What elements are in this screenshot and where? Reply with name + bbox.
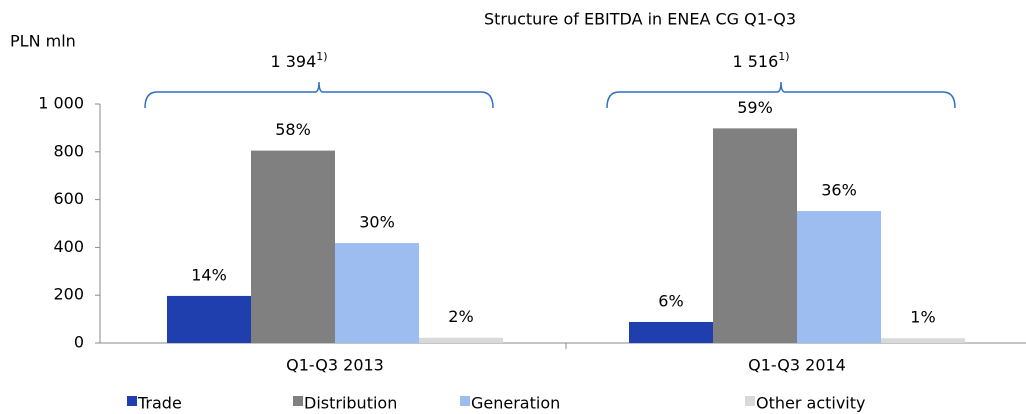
y-tick-label: 800 (53, 141, 84, 160)
total-value: 1 394 (270, 52, 316, 71)
chart-title: Structure of EBITDA in ENEA CG Q1-Q3 (484, 10, 796, 29)
share-label: 14% (191, 265, 227, 284)
bar (335, 243, 419, 343)
legend-label: Generation (471, 394, 560, 413)
y-tick-label: 0 (74, 333, 84, 352)
legend-label: Distribution (304, 394, 397, 413)
y-tick-label: 200 (53, 285, 84, 304)
y-tick-label: 400 (53, 237, 84, 256)
bar (713, 128, 797, 343)
bar (419, 337, 503, 343)
bar (629, 321, 713, 343)
legend-label: Trade (137, 394, 182, 413)
total-label: 1 3941) (270, 50, 327, 71)
share-label: 36% (821, 181, 857, 200)
x-tick-label: Q1-Q3 2013 (286, 356, 384, 375)
bar (167, 295, 251, 343)
legend-swatch (293, 396, 303, 406)
share-label: 2% (448, 307, 473, 326)
total-label: 1 5161) (732, 50, 789, 71)
share-label: 6% (658, 291, 683, 310)
share-label: 30% (359, 213, 395, 232)
total-note: 1) (778, 50, 789, 63)
legend-swatch (460, 396, 470, 406)
legend-swatch (127, 396, 137, 406)
y-tick-label: 1 000 (38, 94, 84, 113)
total-note: 1) (316, 50, 327, 63)
brace (144, 81, 494, 109)
total-value: 1 516 (732, 52, 778, 71)
y-axis-label: PLN mln (10, 32, 76, 51)
share-label: 59% (737, 98, 773, 117)
legend-label: Other activity (756, 394, 866, 413)
y-tick-label: 600 (53, 189, 84, 208)
bar (881, 338, 965, 343)
share-label: 58% (275, 120, 311, 139)
x-tick-label: Q1-Q3 2014 (748, 356, 846, 375)
legend-swatch (745, 396, 755, 406)
share-label: 1% (910, 308, 935, 327)
brace (606, 81, 956, 109)
bar (797, 211, 881, 343)
bar (251, 150, 335, 343)
